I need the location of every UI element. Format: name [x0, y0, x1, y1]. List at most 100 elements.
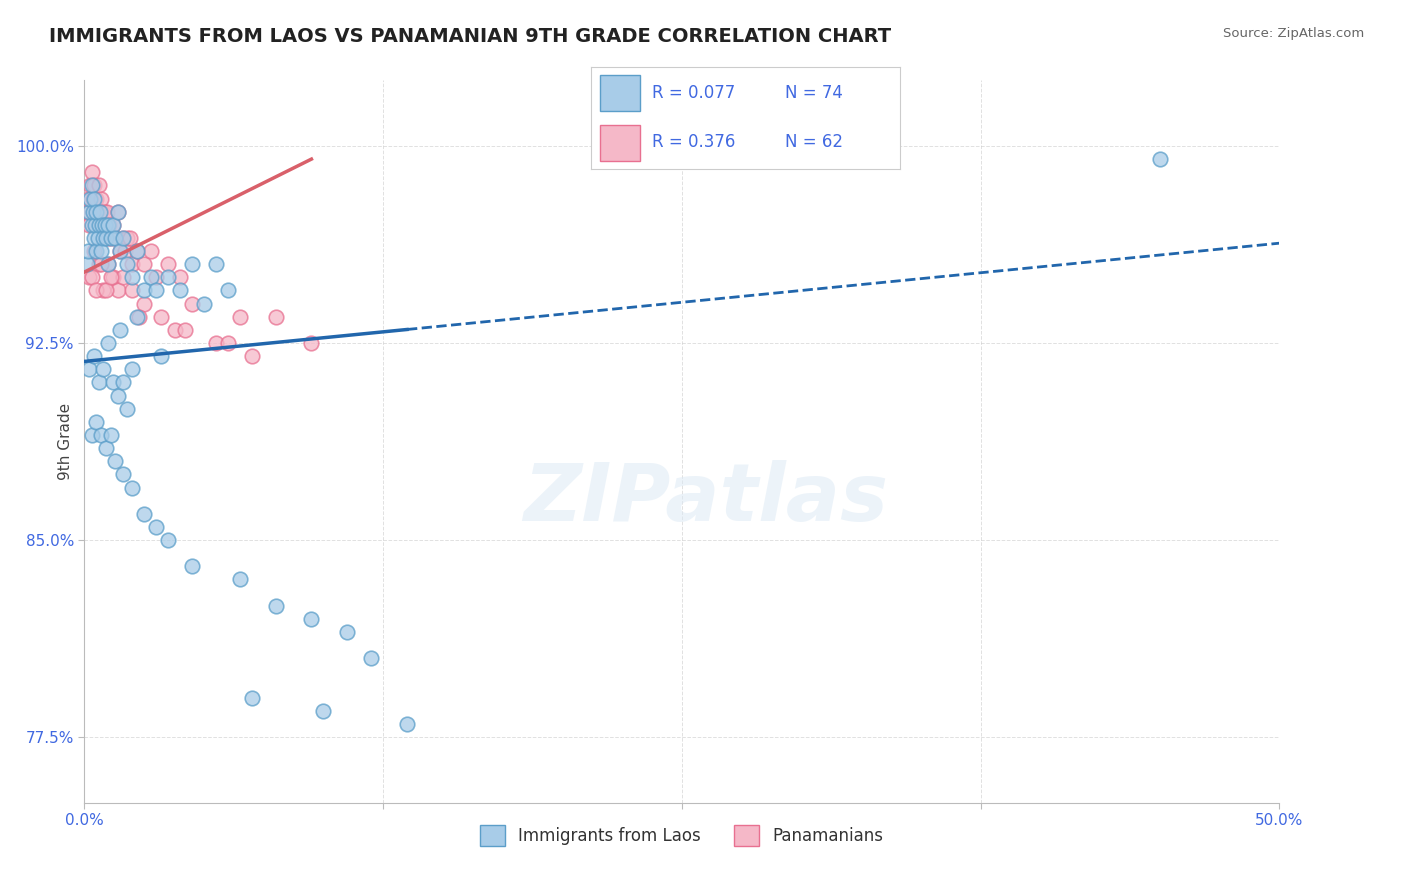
Point: [145, 284, 167, 298]
Point: [86, 284, 108, 298]
Point: [80, 428, 103, 442]
Point: [87, 218, 110, 232]
Bar: [600, 75, 640, 111]
Point: [82, 192, 104, 206]
Point: [111, 376, 134, 390]
Point: [205, 336, 228, 351]
Point: [86, 244, 108, 258]
Point: [79, 178, 101, 193]
Point: [97, 257, 120, 271]
Point: [111, 231, 134, 245]
Point: [121, 481, 143, 495]
Point: [145, 520, 167, 534]
Point: [181, 257, 204, 271]
Point: [312, 704, 335, 718]
Point: [91, 204, 114, 219]
Point: [301, 612, 323, 626]
Point: [229, 573, 252, 587]
Point: [165, 323, 187, 337]
Bar: [600, 126, 640, 161]
Point: [90, 428, 112, 442]
Point: [145, 270, 167, 285]
Point: [104, 231, 127, 245]
Point: [396, 717, 419, 731]
Point: [128, 310, 150, 324]
Point: [77, 270, 100, 285]
Point: [96, 204, 118, 219]
Point: [157, 270, 180, 285]
Point: [104, 454, 127, 468]
Point: [77, 218, 100, 232]
Point: [117, 401, 139, 416]
Point: [132, 284, 156, 298]
Point: [157, 533, 180, 547]
Point: [141, 244, 163, 258]
Point: [110, 244, 132, 258]
Point: [181, 296, 204, 310]
Point: [169, 284, 191, 298]
Text: IMMIGRANTS FROM LAOS VS PANAMANIAN 9TH GRADE CORRELATION CHART: IMMIGRANTS FROM LAOS VS PANAMANIAN 9TH G…: [49, 27, 891, 45]
Point: [91, 218, 114, 232]
Text: N = 62: N = 62: [786, 133, 844, 151]
Point: [97, 257, 120, 271]
Point: [83, 349, 105, 363]
Point: [217, 336, 239, 351]
Point: [110, 323, 132, 337]
Point: [100, 270, 122, 285]
Point: [86, 231, 108, 245]
Point: [97, 231, 120, 245]
Point: [100, 428, 122, 442]
Point: [101, 270, 124, 285]
Point: [97, 336, 120, 351]
Point: [93, 284, 115, 298]
Point: [101, 376, 124, 390]
Point: [93, 218, 115, 232]
Point: [101, 218, 124, 232]
Point: [100, 231, 122, 245]
Point: [90, 257, 112, 271]
Point: [107, 388, 129, 402]
Point: [83, 244, 105, 258]
Point: [132, 296, 156, 310]
Point: [94, 231, 117, 245]
Point: [121, 284, 143, 298]
Point: [217, 284, 239, 298]
Point: [104, 231, 127, 245]
Point: [110, 244, 132, 258]
Legend: Immigrants from Laos, Panamanians: Immigrants from Laos, Panamanians: [474, 819, 890, 852]
Point: [87, 376, 110, 390]
Point: [86, 415, 108, 429]
Point: [93, 362, 115, 376]
Point: [107, 204, 129, 219]
Text: R = 0.077: R = 0.077: [652, 84, 735, 102]
Point: [100, 231, 122, 245]
Point: [264, 599, 287, 613]
Point: [149, 349, 172, 363]
Point: [80, 218, 103, 232]
Point: [86, 204, 108, 219]
Point: [77, 192, 100, 206]
Point: [90, 244, 112, 258]
Point: [94, 441, 117, 455]
Point: [1149, 152, 1171, 166]
Point: [132, 507, 156, 521]
Point: [240, 349, 263, 363]
Point: [117, 231, 139, 245]
Text: N = 74: N = 74: [786, 84, 844, 102]
Point: [76, 204, 98, 219]
Point: [83, 178, 105, 193]
Point: [111, 231, 134, 245]
Text: Source: ZipAtlas.com: Source: ZipAtlas.com: [1223, 27, 1364, 40]
Point: [193, 296, 215, 310]
Point: [336, 625, 359, 640]
Point: [80, 178, 103, 193]
Point: [80, 270, 103, 285]
Point: [93, 218, 115, 232]
Point: [77, 204, 100, 219]
Text: ZIPatlas: ZIPatlas: [523, 460, 889, 539]
Point: [83, 231, 105, 245]
Point: [205, 257, 228, 271]
Point: [173, 323, 195, 337]
Point: [125, 244, 148, 258]
Point: [125, 310, 148, 324]
